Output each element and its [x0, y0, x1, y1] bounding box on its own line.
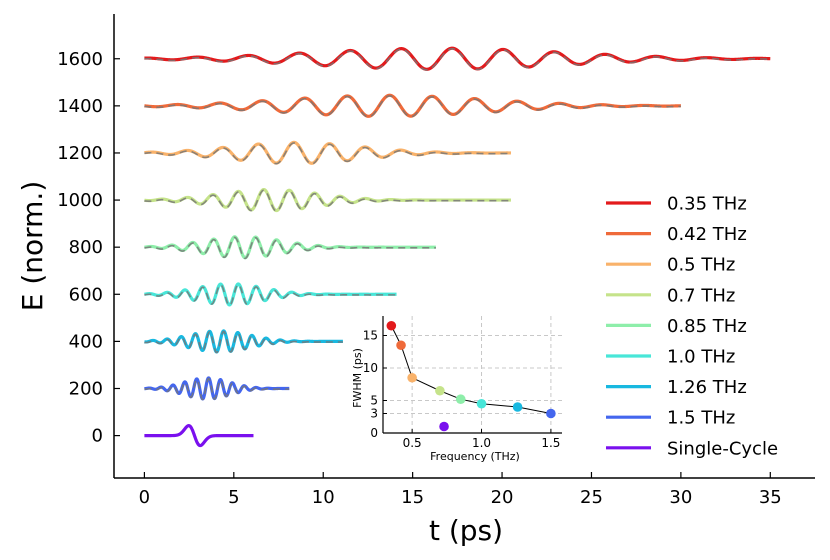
- series-fit-6: [144, 330, 343, 354]
- x-tick-label: 10: [312, 487, 335, 508]
- inset-point-single-cycle: [439, 421, 449, 432]
- inset-x-tick-label: 1.0: [472, 436, 491, 450]
- main-axes: [113, 14, 815, 479]
- legend-label-2: 0.5 THz: [667, 255, 735, 276]
- legend-label-3: 0.7 THz: [667, 285, 735, 306]
- inset-point-6: [512, 402, 523, 412]
- y-tick-label: 0: [92, 426, 103, 447]
- series-fit-2: [144, 142, 512, 165]
- y-ticks: 0 200 400 600 800 1000 1200 1400 1600: [57, 49, 120, 447]
- y-tick-label: 400: [69, 331, 103, 352]
- y-tick-label: 600: [69, 284, 103, 305]
- legend-label-1: 0.42 THz: [667, 224, 747, 245]
- inset-y-tick-label: 10: [363, 361, 378, 375]
- series-fit-0: [144, 48, 771, 71]
- y-tick-label: 1000: [57, 190, 103, 211]
- series-line-8: [142, 424, 256, 448]
- inset-y-tick-label: 15: [363, 329, 378, 343]
- inset-point-0: [386, 320, 397, 331]
- inset-y-tick-label: 3: [370, 407, 378, 421]
- y-tick-label: 1600: [57, 49, 103, 70]
- inset-point-5: [476, 398, 487, 409]
- x-tick-label: 25: [580, 487, 603, 508]
- inset-chart: 0.5 1.0 1.5 0 35 10 15 Frequency (THz) FWHM (p…: [351, 316, 562, 463]
- legend-label-7: 1.5 THz: [667, 408, 735, 429]
- y-tick-label: 800: [69, 237, 103, 258]
- legend-label-5: 1.0 THz: [667, 347, 735, 368]
- series-fit-7: [144, 377, 290, 401]
- series-fit-5: [144, 283, 397, 307]
- inset-data: [386, 320, 556, 432]
- inset-x-tick-label: 1.5: [541, 436, 560, 450]
- inset-y-axis-label: FWHM (ps): [351, 348, 364, 408]
- y-axis-label: E (norm.): [16, 181, 49, 312]
- inset-ticks: 0.5 1.0 1.5 0 35 10 15: [363, 329, 561, 451]
- legend: 0.35 THz 0.42 THz 0.5 THz 0.7 THz 0.85 THz 1.…: [606, 194, 778, 459]
- series-fit-1: [144, 95, 681, 118]
- legend-label-6: 1.26 THz: [667, 377, 747, 398]
- y-tick-label: 1400: [57, 96, 103, 117]
- series-layer: [142, 46, 772, 448]
- series-fit-3: [144, 189, 511, 212]
- inset-x-tick-label: 0.5: [403, 436, 422, 450]
- inset-x-axis-label: Frequency (THz): [430, 450, 520, 463]
- legend-label-4: 0.85 THz: [667, 316, 747, 337]
- inset-trend-line: [390, 325, 551, 414]
- series-line-0: [143, 46, 772, 71]
- x-tick-label: 20: [491, 487, 514, 508]
- inset-y-tick-label: 5: [370, 394, 378, 408]
- x-tick-label: 15: [401, 487, 424, 508]
- legend-label-0: 0.35 THz: [667, 194, 747, 215]
- series-fit-4: [144, 236, 436, 260]
- legend-label-8: Single-Cycle: [667, 438, 778, 459]
- inset-point-2: [407, 372, 417, 383]
- inset-point-7: [546, 408, 556, 419]
- x-axis-label: t (ps): [429, 514, 503, 547]
- inset-point-4: [455, 394, 466, 405]
- x-tick-label: 35: [759, 487, 782, 508]
- x-tick-label: 0: [139, 487, 150, 508]
- x-tick-label: 5: [228, 487, 239, 508]
- x-tick-label: 30: [669, 487, 692, 508]
- x-ticks: 0 5 10 15 20 25 30 35: [139, 472, 782, 508]
- inset-point-3: [435, 385, 445, 396]
- y-tick-label: 200: [69, 378, 103, 399]
- series-line-2: [143, 140, 513, 165]
- inset-point-1: [396, 340, 406, 351]
- y-tick-label: 1200: [57, 143, 103, 164]
- inset-y-tick-label: 0: [370, 426, 378, 440]
